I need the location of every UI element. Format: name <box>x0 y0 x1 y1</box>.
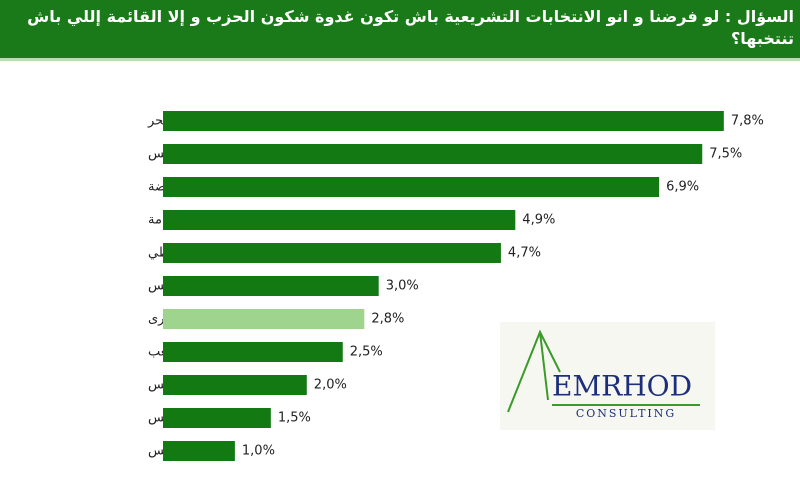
value-label: 6,9% <box>666 180 699 195</box>
value-label: 3,0% <box>386 279 419 294</box>
logo-triangle <box>507 329 561 413</box>
bar <box>163 210 516 230</box>
header: السؤال : لو فرضنا و انو الانتخابات التشر… <box>0 0 800 61</box>
bar <box>163 375 307 395</box>
bar <box>163 111 724 131</box>
bar <box>163 276 379 296</box>
bar <box>163 408 271 428</box>
bar <box>163 441 235 461</box>
bar <box>163 342 343 362</box>
value-label: 2,0% <box>314 378 347 393</box>
bar <box>163 144 703 164</box>
bar <box>163 243 501 263</box>
bar <box>163 309 365 329</box>
value-label: 2,5% <box>350 345 383 360</box>
bar <box>163 177 660 197</box>
logo-subtitle: CONSULTING <box>576 407 676 420</box>
value-label: 7,8% <box>731 114 764 129</box>
logo-name: EMRHOD <box>552 370 692 403</box>
value-label: 1,5% <box>278 411 311 426</box>
value-label: 4,9% <box>522 213 555 228</box>
value-label: 7,5% <box>709 147 742 162</box>
value-label: 1,0% <box>242 444 275 459</box>
chart-title: السؤال : لو فرضنا و انو الانتخابات التشر… <box>27 7 794 48</box>
value-label: 2,8% <box>371 312 404 327</box>
value-label: 4,7% <box>508 246 541 261</box>
